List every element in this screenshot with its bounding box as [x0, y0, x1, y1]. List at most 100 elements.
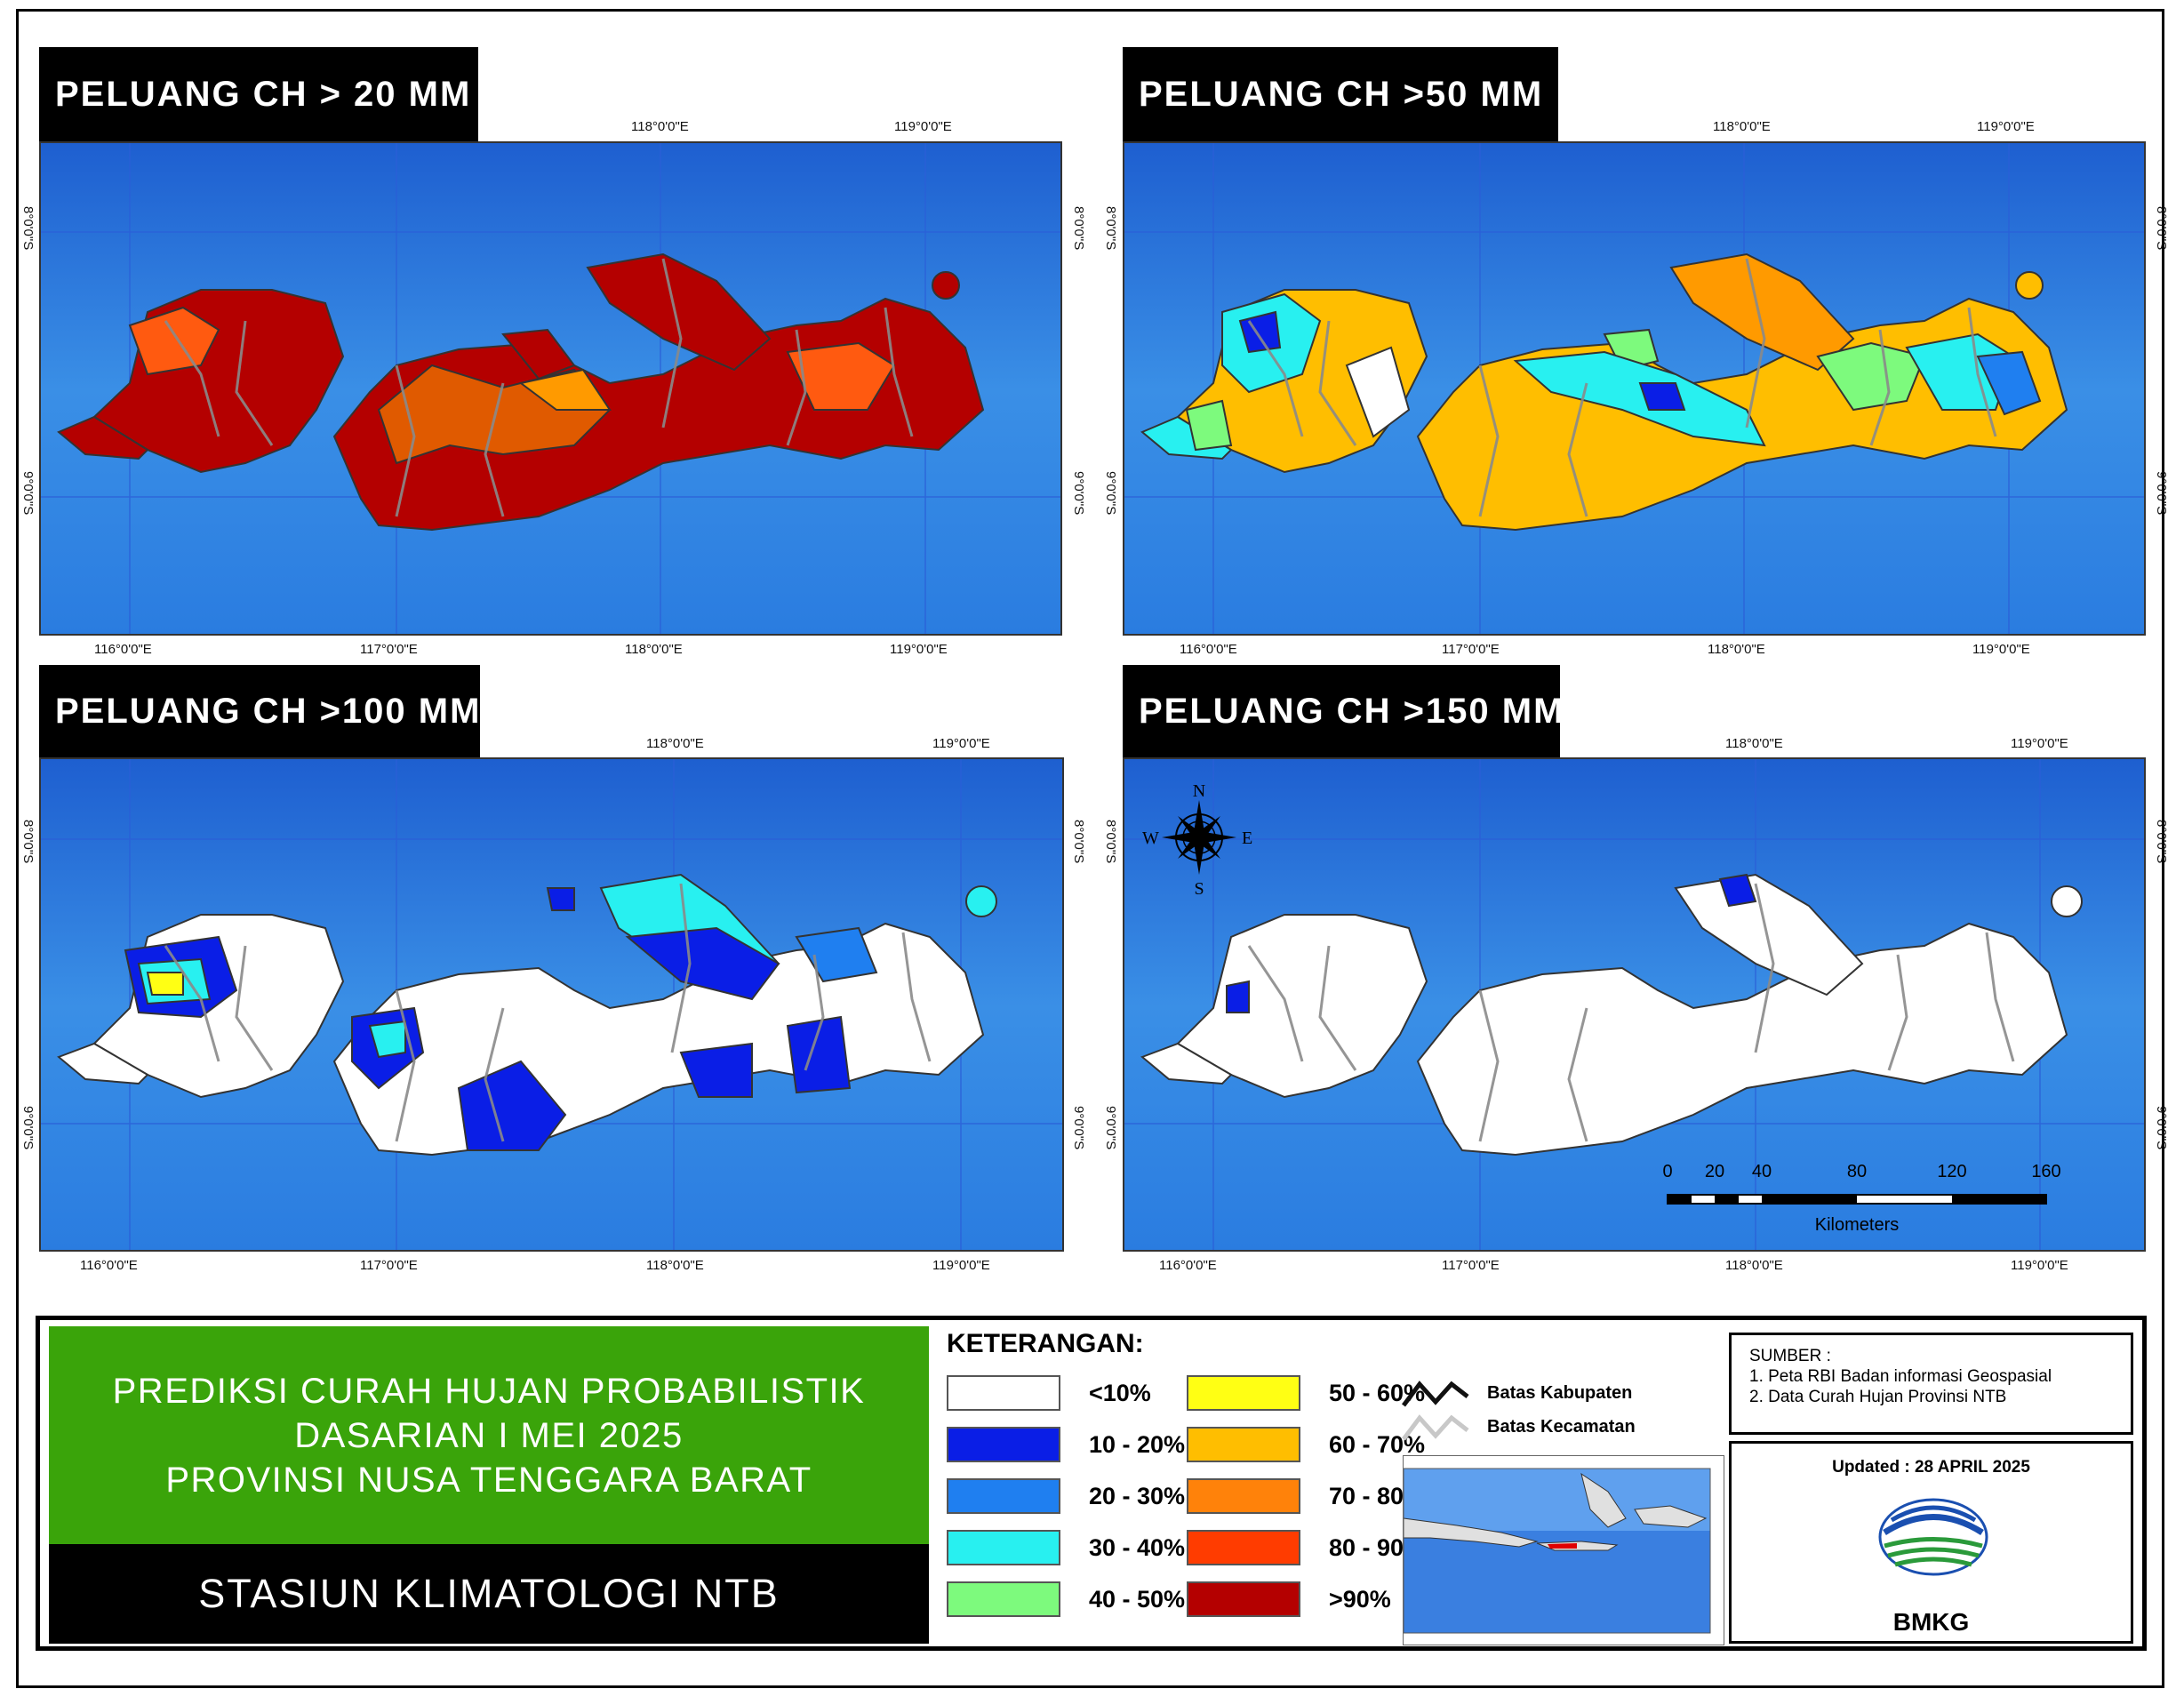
side-tick-9s: 9°0'0"S: [20, 1106, 36, 1150]
legend-swatch: [1187, 1478, 1300, 1514]
bmkg-logo-icon: [1878, 1498, 1988, 1576]
map-title: PELUANG CH > 20 MM: [39, 47, 478, 141]
map-frame: [39, 141, 1062, 636]
zone-30-40-west: [368, 1020, 406, 1059]
legend-swatch: [1187, 1581, 1300, 1617]
bottom-tick-119: 119°0'0"E: [2011, 1258, 2068, 1273]
legend-item: 60 - 70%: [1187, 1427, 1425, 1462]
sangeang-island: [965, 885, 997, 917]
source-heading: SUMBER :: [1749, 1347, 1831, 1365]
legend-swatch: [1187, 1530, 1300, 1565]
legend-label: 20 - 30%: [1089, 1482, 1186, 1509]
side-tick-8s: 8°0'0"S: [1071, 820, 1086, 864]
sanggar-peninsula: [1674, 873, 1864, 997]
legend-kabupaten-label: Batas Kabupaten: [1487, 1382, 1633, 1403]
lombok-southwest: [57, 1042, 149, 1085]
map-canvas: [41, 759, 1062, 1250]
source-box: SUMBER : 1. Peta RBI Badan informasi Geo…: [1729, 1333, 2133, 1435]
legend-swatch: [947, 1581, 1060, 1617]
legend-swatch: [947, 1478, 1060, 1514]
legend-item: 80 - 90%: [1187, 1530, 1425, 1565]
map-title: PELUANG CH >100 MM: [39, 665, 480, 757]
zone-30-40: [1513, 350, 1766, 447]
kecamatan-line-icon: [1402, 1414, 1469, 1441]
legend-kabupaten: Batas Kabupaten: [1400, 1375, 1632, 1411]
zone-10-20-center: [679, 1042, 753, 1098]
bottom-tick-118: 118°0'0"E: [646, 1258, 704, 1273]
side-tick-9s: 9°0'0"S: [1071, 1106, 1086, 1150]
moyo-island: [501, 328, 576, 380]
side-tick-9s: 9°0'0"S: [2154, 471, 2169, 516]
compass-north: N: [1193, 781, 1205, 801]
bottom-tick-116: 116°0'0"E: [94, 642, 152, 657]
sumbawa-island: [1416, 922, 2068, 1157]
side-tick-8s: 8°0'0"S: [20, 820, 36, 864]
forecast-title-line2: DASARIAN I MEI 2025: [294, 1415, 684, 1455]
bottom-tick-116: 116°0'0"E: [1180, 642, 1237, 657]
top-tick-119: 119°0'0"E: [2011, 736, 2068, 751]
top-tick-119: 119°0'0"E: [932, 736, 990, 751]
side-tick-8s: 8°0'0"S: [20, 206, 36, 251]
lombok-zone-50-60: [146, 972, 184, 996]
lombok-zone-10-20: [1226, 980, 1250, 1013]
scale-bar: 0 20 40 80 120 160 Kilometers: [1662, 1162, 2060, 1235]
top-tick-118: 118°0'0"E: [631, 119, 689, 134]
forecast-title-line3: PROVINSI NUSA TENGGARA BARAT: [165, 1460, 812, 1500]
side-tick-8s: 8°0'0"S: [1103, 206, 1118, 251]
legend-swatch: [1187, 1375, 1300, 1411]
forecast-title-block: PREDIKSI CURAH HUJAN PROBABILISTIK DASAR…: [49, 1326, 929, 1544]
legend-label: 30 - 40%: [1089, 1533, 1186, 1561]
bottom-tick-116: 116°0'0"E: [80, 1258, 138, 1273]
side-tick-8s: 8°0'0"S: [2154, 820, 2169, 864]
sangeang-island: [2015, 271, 2044, 300]
legend-item: >90%: [1187, 1581, 1391, 1617]
side-tick-9s: 9°0'0"S: [1103, 471, 1118, 516]
legend-label: 40 - 50%: [1089, 1585, 1186, 1613]
scale-tick: 120: [1937, 1162, 1966, 1181]
top-tick-118: 118°0'0"E: [1725, 736, 1783, 751]
info-panel: PREDIKSI CURAH HUJAN PROBABILISTIK DASAR…: [36, 1316, 2147, 1651]
side-tick-8s: 8°0'0"S: [1103, 820, 1118, 864]
bottom-tick-118: 118°0'0"E: [1725, 1258, 1783, 1273]
side-tick-9s: 9°0'0"S: [20, 471, 36, 516]
bottom-tick-117: 117°0'0"E: [1442, 642, 1500, 657]
legend-label: >90%: [1329, 1585, 1391, 1613]
top-tick-118: 118°0'0"E: [1713, 119, 1771, 134]
source-item: 2. Data Curah Hujan Provinsi NTB: [1749, 1388, 2007, 1406]
top-tick-119: 119°0'0"E: [1977, 119, 2035, 134]
compass-south: S: [1194, 879, 1204, 899]
map-canvas: N S E W 0 20 40 80 120 160: [1124, 759, 2144, 1250]
compass-rose-icon: N S E W: [1142, 781, 1252, 899]
top-tick-118: 118°0'0"E: [646, 736, 704, 751]
legend-item: 20 - 30%: [947, 1478, 1185, 1514]
legend-swatch: [947, 1427, 1060, 1462]
bottom-tick-117: 117°0'0"E: [360, 642, 418, 657]
legend-swatch: [947, 1530, 1060, 1565]
zone-20-30-east: [1976, 350, 2042, 416]
lombok-island: [1176, 914, 1428, 1099]
source-item: 1. Peta RBI Badan informasi Geospasial: [1749, 1367, 2052, 1386]
map-canvas: [41, 143, 1060, 634]
legend-label: 10 - 20%: [1089, 1430, 1186, 1458]
sanggar-peninsula: [586, 252, 772, 372]
legend-label: <10%: [1089, 1379, 1151, 1406]
legend-kecamatan-label: Batas Kecamatan: [1487, 1416, 1636, 1437]
bmkg-logo-text: BMKG: [1892, 1608, 1970, 1636]
zone-10-20-north: [625, 926, 780, 1001]
scale-tick: 20: [1705, 1162, 1724, 1181]
legend-title: KETERANGAN:: [947, 1329, 1144, 1358]
side-tick-8s: 8°0'0"S: [2154, 206, 2169, 251]
zone-70-80: [518, 368, 612, 411]
bottom-tick-119: 119°0'0"E: [932, 1258, 990, 1273]
lombok-southwest: [1140, 1042, 1233, 1085]
legend-item: 30 - 40%: [947, 1530, 1185, 1565]
bottom-tick-118: 118°0'0"E: [1708, 642, 1765, 657]
scale-tick: 80: [1847, 1162, 1867, 1181]
locator-map-canvas: [1403, 1468, 1711, 1634]
bottom-tick-117: 117°0'0"E: [1442, 1258, 1500, 1273]
zone-40-50-east: [1816, 341, 1926, 412]
scale-tick: 0: [1662, 1162, 1672, 1181]
bottom-tick-117: 117°0'0"E: [360, 1258, 418, 1273]
legend-item: 70 - 80%: [1187, 1478, 1425, 1514]
map-frame: N S E W 0 20 40 80 120 160: [1123, 757, 2146, 1252]
